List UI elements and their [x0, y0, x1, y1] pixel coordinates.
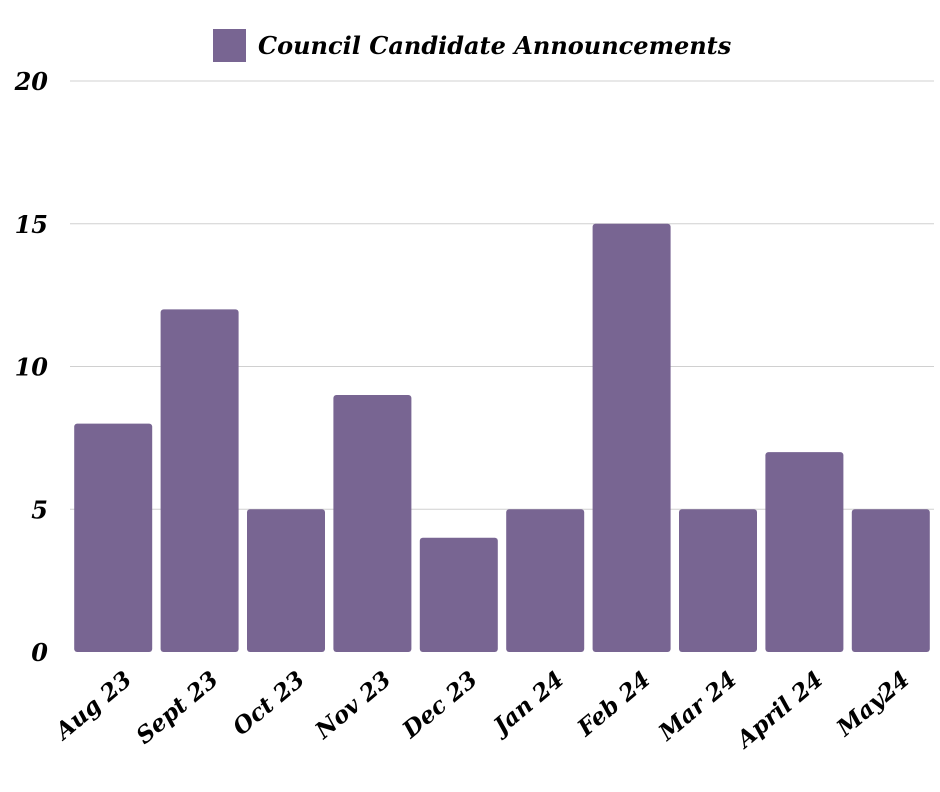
x-tick-label: Nov 23 — [309, 666, 396, 745]
x-tick-label: May24 — [831, 666, 915, 742]
legend-swatch — [213, 29, 246, 62]
bar-may24 — [851, 509, 930, 652]
x-tick-label: Dec 23 — [397, 666, 483, 744]
bar-jan-24 — [506, 509, 585, 652]
x-tick-label: April 24 — [730, 666, 828, 755]
y-tick-label: 15 — [15, 210, 48, 239]
x-tick-label: Feb 24 — [572, 666, 656, 742]
bar-nov-23 — [333, 395, 412, 652]
bar-dec-23 — [419, 537, 498, 652]
x-tick-label: Oct 23 — [228, 666, 310, 741]
y-tick-label: 10 — [15, 353, 49, 382]
bar-april-24 — [765, 452, 844, 652]
y-tick-label: 0 — [31, 638, 48, 667]
y-tick-label: 20 — [14, 67, 49, 96]
bar-feb-24 — [592, 223, 671, 652]
x-tick-label: Sept 23 — [131, 666, 223, 750]
legend: Council Candidate Announcements — [213, 29, 732, 62]
x-tick-label: Mar 24 — [653, 666, 742, 747]
bar-mar-24 — [679, 509, 757, 652]
y-axis-tick-labels: 0 5 10 15 20 — [14, 67, 49, 667]
y-tick-label: 5 — [31, 495, 48, 524]
bars — [74, 223, 930, 652]
bar-sept-23 — [160, 309, 239, 652]
x-tick-label: Jan 24 — [485, 666, 569, 742]
bar-oct-23 — [247, 509, 325, 652]
bar-aug-23 — [74, 423, 153, 652]
legend-label: Council Candidate Announcements — [258, 31, 732, 60]
x-tick-label: Aug 23 — [49, 666, 137, 746]
